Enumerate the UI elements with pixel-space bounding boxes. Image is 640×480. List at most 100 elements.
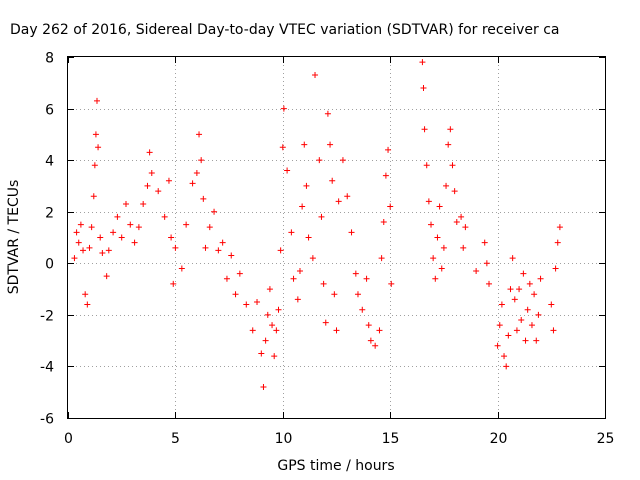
data-point bbox=[280, 105, 287, 112]
data-point bbox=[421, 126, 428, 133]
data-point bbox=[82, 291, 89, 298]
data-point bbox=[178, 265, 185, 272]
data-point bbox=[498, 301, 505, 308]
data-point bbox=[127, 221, 134, 228]
data-point bbox=[219, 239, 226, 246]
data-point bbox=[269, 322, 276, 329]
chart-title: Day 262 of 2016, Sidereal Day-to-day VTE… bbox=[10, 22, 560, 38]
data-point bbox=[449, 162, 456, 169]
data-point bbox=[84, 301, 91, 308]
data-point bbox=[473, 268, 480, 275]
x-tick-labels: 0 5 10 15 20 25 bbox=[64, 431, 614, 447]
x-tick-label: 0 bbox=[64, 431, 73, 447]
data-point bbox=[513, 327, 520, 334]
data-point bbox=[290, 275, 297, 282]
data-point bbox=[363, 275, 370, 282]
data-point bbox=[131, 239, 138, 246]
data-point bbox=[215, 247, 222, 254]
data-point bbox=[91, 162, 98, 169]
data-point bbox=[382, 172, 389, 179]
data-point bbox=[481, 239, 488, 246]
data-point bbox=[198, 157, 205, 164]
data-point bbox=[524, 306, 531, 313]
axis-ticks bbox=[68, 57, 606, 419]
data-point bbox=[155, 188, 162, 195]
y-tick-label: -2 bbox=[40, 309, 54, 325]
data-point bbox=[90, 193, 97, 200]
data-point bbox=[522, 337, 529, 344]
data-point bbox=[388, 280, 395, 287]
y-tick-label: 2 bbox=[45, 206, 54, 222]
data-point bbox=[299, 203, 306, 210]
data-point bbox=[333, 327, 340, 334]
data-point bbox=[232, 291, 239, 298]
data-point bbox=[305, 234, 312, 241]
data-point bbox=[228, 252, 235, 259]
x-tick-label: 25 bbox=[597, 431, 615, 447]
data-point bbox=[550, 327, 557, 334]
grid bbox=[68, 57, 605, 418]
data-point bbox=[348, 229, 355, 236]
data-point bbox=[496, 322, 503, 329]
data-point bbox=[262, 337, 269, 344]
data-point bbox=[436, 203, 443, 210]
data-point bbox=[196, 131, 203, 138]
data-point bbox=[526, 280, 533, 287]
data-point bbox=[95, 144, 102, 151]
data-point bbox=[73, 229, 80, 236]
y-tick-label: 8 bbox=[45, 51, 54, 67]
data-point bbox=[258, 350, 265, 357]
data-point bbox=[354, 291, 361, 298]
data-point bbox=[279, 144, 286, 151]
data-point bbox=[296, 268, 303, 275]
data-point bbox=[419, 59, 426, 66]
data-point bbox=[428, 221, 435, 228]
data-point bbox=[202, 244, 209, 251]
data-point bbox=[254, 298, 261, 305]
data-point bbox=[339, 157, 346, 164]
data-point bbox=[99, 249, 106, 256]
data-point bbox=[318, 213, 325, 220]
data-point bbox=[423, 162, 430, 169]
data-point bbox=[71, 255, 78, 262]
data-point bbox=[114, 213, 121, 220]
data-point bbox=[135, 224, 142, 231]
data-point bbox=[284, 167, 291, 174]
data-point bbox=[236, 270, 243, 277]
data-point bbox=[144, 182, 151, 189]
data-point bbox=[432, 275, 439, 282]
data-point bbox=[509, 255, 516, 262]
data-point bbox=[294, 296, 301, 303]
data-point bbox=[554, 239, 561, 246]
data-point bbox=[511, 296, 518, 303]
data-point bbox=[206, 224, 213, 231]
y-tick-labels: 8 6 4 2 0 -2 -4 -6 bbox=[40, 51, 54, 428]
data-point bbox=[425, 198, 432, 205]
data-point bbox=[105, 247, 112, 254]
data-point bbox=[80, 247, 87, 254]
data-point bbox=[200, 195, 207, 202]
data-point bbox=[516, 286, 523, 293]
data-point bbox=[535, 311, 542, 318]
data-point bbox=[211, 208, 218, 215]
data-point bbox=[359, 306, 366, 313]
data-point bbox=[372, 342, 379, 349]
data-point bbox=[303, 182, 310, 189]
data-point bbox=[376, 327, 383, 334]
data-point bbox=[494, 342, 501, 349]
data-point bbox=[193, 170, 200, 177]
data-point bbox=[335, 198, 342, 205]
y-tick-label: -6 bbox=[40, 412, 54, 428]
data-point bbox=[533, 337, 540, 344]
data-point bbox=[275, 306, 282, 313]
data-point bbox=[301, 141, 308, 148]
data-point bbox=[430, 255, 437, 262]
data-point bbox=[86, 244, 93, 251]
data-point bbox=[161, 213, 168, 220]
data-point bbox=[327, 141, 334, 148]
x-axis-label: GPS time / hours bbox=[277, 458, 394, 474]
data-point bbox=[75, 239, 82, 246]
data-point bbox=[110, 229, 117, 236]
data-point bbox=[447, 126, 454, 133]
